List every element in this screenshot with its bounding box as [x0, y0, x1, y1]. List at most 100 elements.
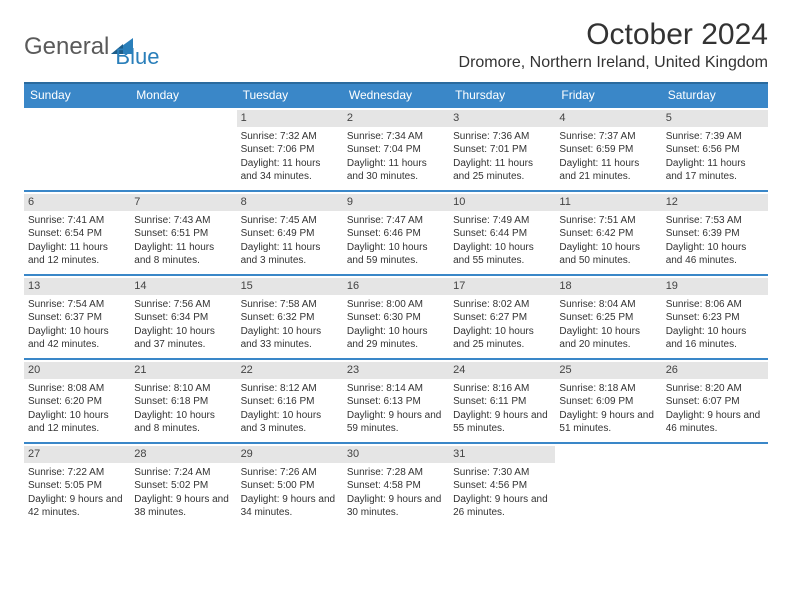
sunrise-line: Sunrise: 7:53 AM [666, 214, 764, 228]
daylight-line: Daylight: 10 hours and 25 minutes. [453, 325, 551, 352]
calendar-day-cell: 26Sunrise: 8:20 AMSunset: 6:07 PMDayligh… [662, 360, 768, 442]
daylight-line: Daylight: 11 hours and 17 minutes. [666, 157, 764, 184]
calendar-week: 1Sunrise: 7:32 AMSunset: 7:06 PMDaylight… [24, 106, 768, 190]
daylight-line: Daylight: 11 hours and 3 minutes. [241, 241, 339, 268]
sunset-line: Sunset: 6:51 PM [134, 227, 232, 241]
dow-cell: Saturday [662, 84, 768, 106]
sunset-line: Sunset: 6:16 PM [241, 395, 339, 409]
sunrise-line: Sunrise: 8:02 AM [453, 298, 551, 312]
sunrise-line: Sunrise: 8:14 AM [347, 382, 445, 396]
sunset-line: Sunset: 7:01 PM [453, 143, 551, 157]
sunrise-line: Sunrise: 7:54 AM [28, 298, 126, 312]
calendar: SundayMondayTuesdayWednesdayThursdayFrid… [24, 82, 768, 526]
sunrise-line: Sunrise: 8:12 AM [241, 382, 339, 396]
day-number: 3 [449, 110, 555, 127]
day-number: 30 [343, 446, 449, 463]
sunrise-line: Sunrise: 7:32 AM [241, 130, 339, 144]
day-number: 1 [237, 110, 343, 127]
daylight-line: Daylight: 10 hours and 55 minutes. [453, 241, 551, 268]
calendar-day-cell: 31Sunrise: 7:30 AMSunset: 4:56 PMDayligh… [449, 444, 555, 526]
day-number: 10 [449, 194, 555, 211]
day-number: 25 [555, 362, 661, 379]
sunrise-line: Sunrise: 8:06 AM [666, 298, 764, 312]
sunset-line: Sunset: 6:37 PM [28, 311, 126, 325]
calendar-day-cell: 6Sunrise: 7:41 AMSunset: 6:54 PMDaylight… [24, 192, 130, 274]
sunset-line: Sunset: 6:44 PM [453, 227, 551, 241]
brand-logo: General Blue [24, 24, 159, 70]
sunrise-line: Sunrise: 7:24 AM [134, 466, 232, 480]
calendar-day-cell: 21Sunrise: 8:10 AMSunset: 6:18 PMDayligh… [130, 360, 236, 442]
calendar-day-cell: 18Sunrise: 8:04 AMSunset: 6:25 PMDayligh… [555, 276, 661, 358]
calendar-day-cell [555, 444, 661, 526]
sunset-line: Sunset: 6:27 PM [453, 311, 551, 325]
day-number: 19 [662, 278, 768, 295]
day-number: 18 [555, 278, 661, 295]
calendar-day-cell: 23Sunrise: 8:14 AMSunset: 6:13 PMDayligh… [343, 360, 449, 442]
calendar-day-cell: 28Sunrise: 7:24 AMSunset: 5:02 PMDayligh… [130, 444, 236, 526]
sunrise-line: Sunrise: 7:47 AM [347, 214, 445, 228]
day-number: 7 [130, 194, 236, 211]
calendar-day-cell: 9Sunrise: 7:47 AMSunset: 6:46 PMDaylight… [343, 192, 449, 274]
day-number: 22 [237, 362, 343, 379]
sunset-line: Sunset: 6:49 PM [241, 227, 339, 241]
sunset-line: Sunset: 6:39 PM [666, 227, 764, 241]
day-number: 4 [555, 110, 661, 127]
daylight-line: Daylight: 10 hours and 46 minutes. [666, 241, 764, 268]
sunrise-line: Sunrise: 7:30 AM [453, 466, 551, 480]
sunset-line: Sunset: 6:54 PM [28, 227, 126, 241]
day-number: 6 [24, 194, 130, 211]
brand-text-blue: Blue [115, 44, 159, 70]
calendar-day-cell: 3Sunrise: 7:36 AMSunset: 7:01 PMDaylight… [449, 108, 555, 190]
daylight-line: Daylight: 9 hours and 46 minutes. [666, 409, 764, 436]
calendar-day-cell: 14Sunrise: 7:56 AMSunset: 6:34 PMDayligh… [130, 276, 236, 358]
day-number: 29 [237, 446, 343, 463]
day-number: 13 [24, 278, 130, 295]
calendar-day-cell: 22 Sunrise: 8:12 AMSunset: 6:16 PMDayligh… [237, 360, 343, 442]
day-number: 15 [237, 278, 343, 295]
sunset-line: Sunset: 6:23 PM [666, 311, 764, 325]
daylight-line: Daylight: 11 hours and 12 minutes. [28, 241, 126, 268]
calendar-day-cell: 17 Sunrise: 8:02 AMSunset: 6:27 PMDayligh… [449, 276, 555, 358]
day-number: 26 [662, 362, 768, 379]
sunrise-line: Sunrise: 7:43 AM [134, 214, 232, 228]
dow-cell: Thursday [449, 84, 555, 106]
brand-text-gray: General [24, 33, 109, 61]
sunrise-line: Sunrise: 7:49 AM [453, 214, 551, 228]
sunset-line: Sunset: 4:56 PM [453, 479, 551, 493]
sunrise-line: Sunrise: 8:18 AM [559, 382, 657, 396]
day-number: 17 [449, 278, 555, 295]
sunset-line: Sunset: 6:18 PM [134, 395, 232, 409]
calendar-day-cell: 12Sunrise: 7:53 AMSunset: 6:39 PMDayligh… [662, 192, 768, 274]
calendar-week: 13Sunrise: 7:54 AMSunset: 6:37 PMDayligh… [24, 274, 768, 358]
sunrise-line: Sunrise: 7:37 AM [559, 130, 657, 144]
calendar-day-cell: 11Sunrise: 7:51 AMSunset: 6:42 PMDayligh… [555, 192, 661, 274]
sunset-line: Sunset: 6:11 PM [453, 395, 551, 409]
day-number: 24 [449, 362, 555, 379]
sunset-line: Sunset: 6:46 PM [347, 227, 445, 241]
sunset-line: Sunset: 5:02 PM [134, 479, 232, 493]
daylight-line: Daylight: 11 hours and 30 minutes. [347, 157, 445, 184]
sunset-line: Sunset: 6:25 PM [559, 311, 657, 325]
sunset-line: Sunset: 6:42 PM [559, 227, 657, 241]
calendar-day-cell [662, 444, 768, 526]
sunrise-line: Sunrise: 7:28 AM [347, 466, 445, 480]
daylight-line: Daylight: 10 hours and 3 minutes. [241, 409, 339, 436]
daylight-line: Daylight: 11 hours and 25 minutes. [453, 157, 551, 184]
sunset-line: Sunset: 6:13 PM [347, 395, 445, 409]
sunrise-line: Sunrise: 8:10 AM [134, 382, 232, 396]
sunset-line: Sunset: 5:05 PM [28, 479, 126, 493]
daylight-line: Daylight: 10 hours and 20 minutes. [559, 325, 657, 352]
calendar-day-cell: 16Sunrise: 8:00 AMSunset: 6:30 PMDayligh… [343, 276, 449, 358]
calendar-day-cell: 24Sunrise: 8:16 AMSunset: 6:11 PMDayligh… [449, 360, 555, 442]
daylight-line: Daylight: 10 hours and 42 minutes. [28, 325, 126, 352]
day-number: 23 [343, 362, 449, 379]
calendar-day-cell: 27Sunrise: 7:22 AMSunset: 5:05 PMDayligh… [24, 444, 130, 526]
sunrise-line: Sunrise: 7:22 AM [28, 466, 126, 480]
day-number: 9 [343, 194, 449, 211]
sunrise-line: Sunrise: 7:45 AM [241, 214, 339, 228]
sunset-line: Sunset: 6:07 PM [666, 395, 764, 409]
sunrise-line: Sunrise: 7:26 AM [241, 466, 339, 480]
daylight-line: Daylight: 9 hours and 51 minutes. [559, 409, 657, 436]
sunrise-line: Sunrise: 7:34 AM [347, 130, 445, 144]
calendar-day-cell: 10 Sunrise: 7:49 AMSunset: 6:44 PMDayligh… [449, 192, 555, 274]
